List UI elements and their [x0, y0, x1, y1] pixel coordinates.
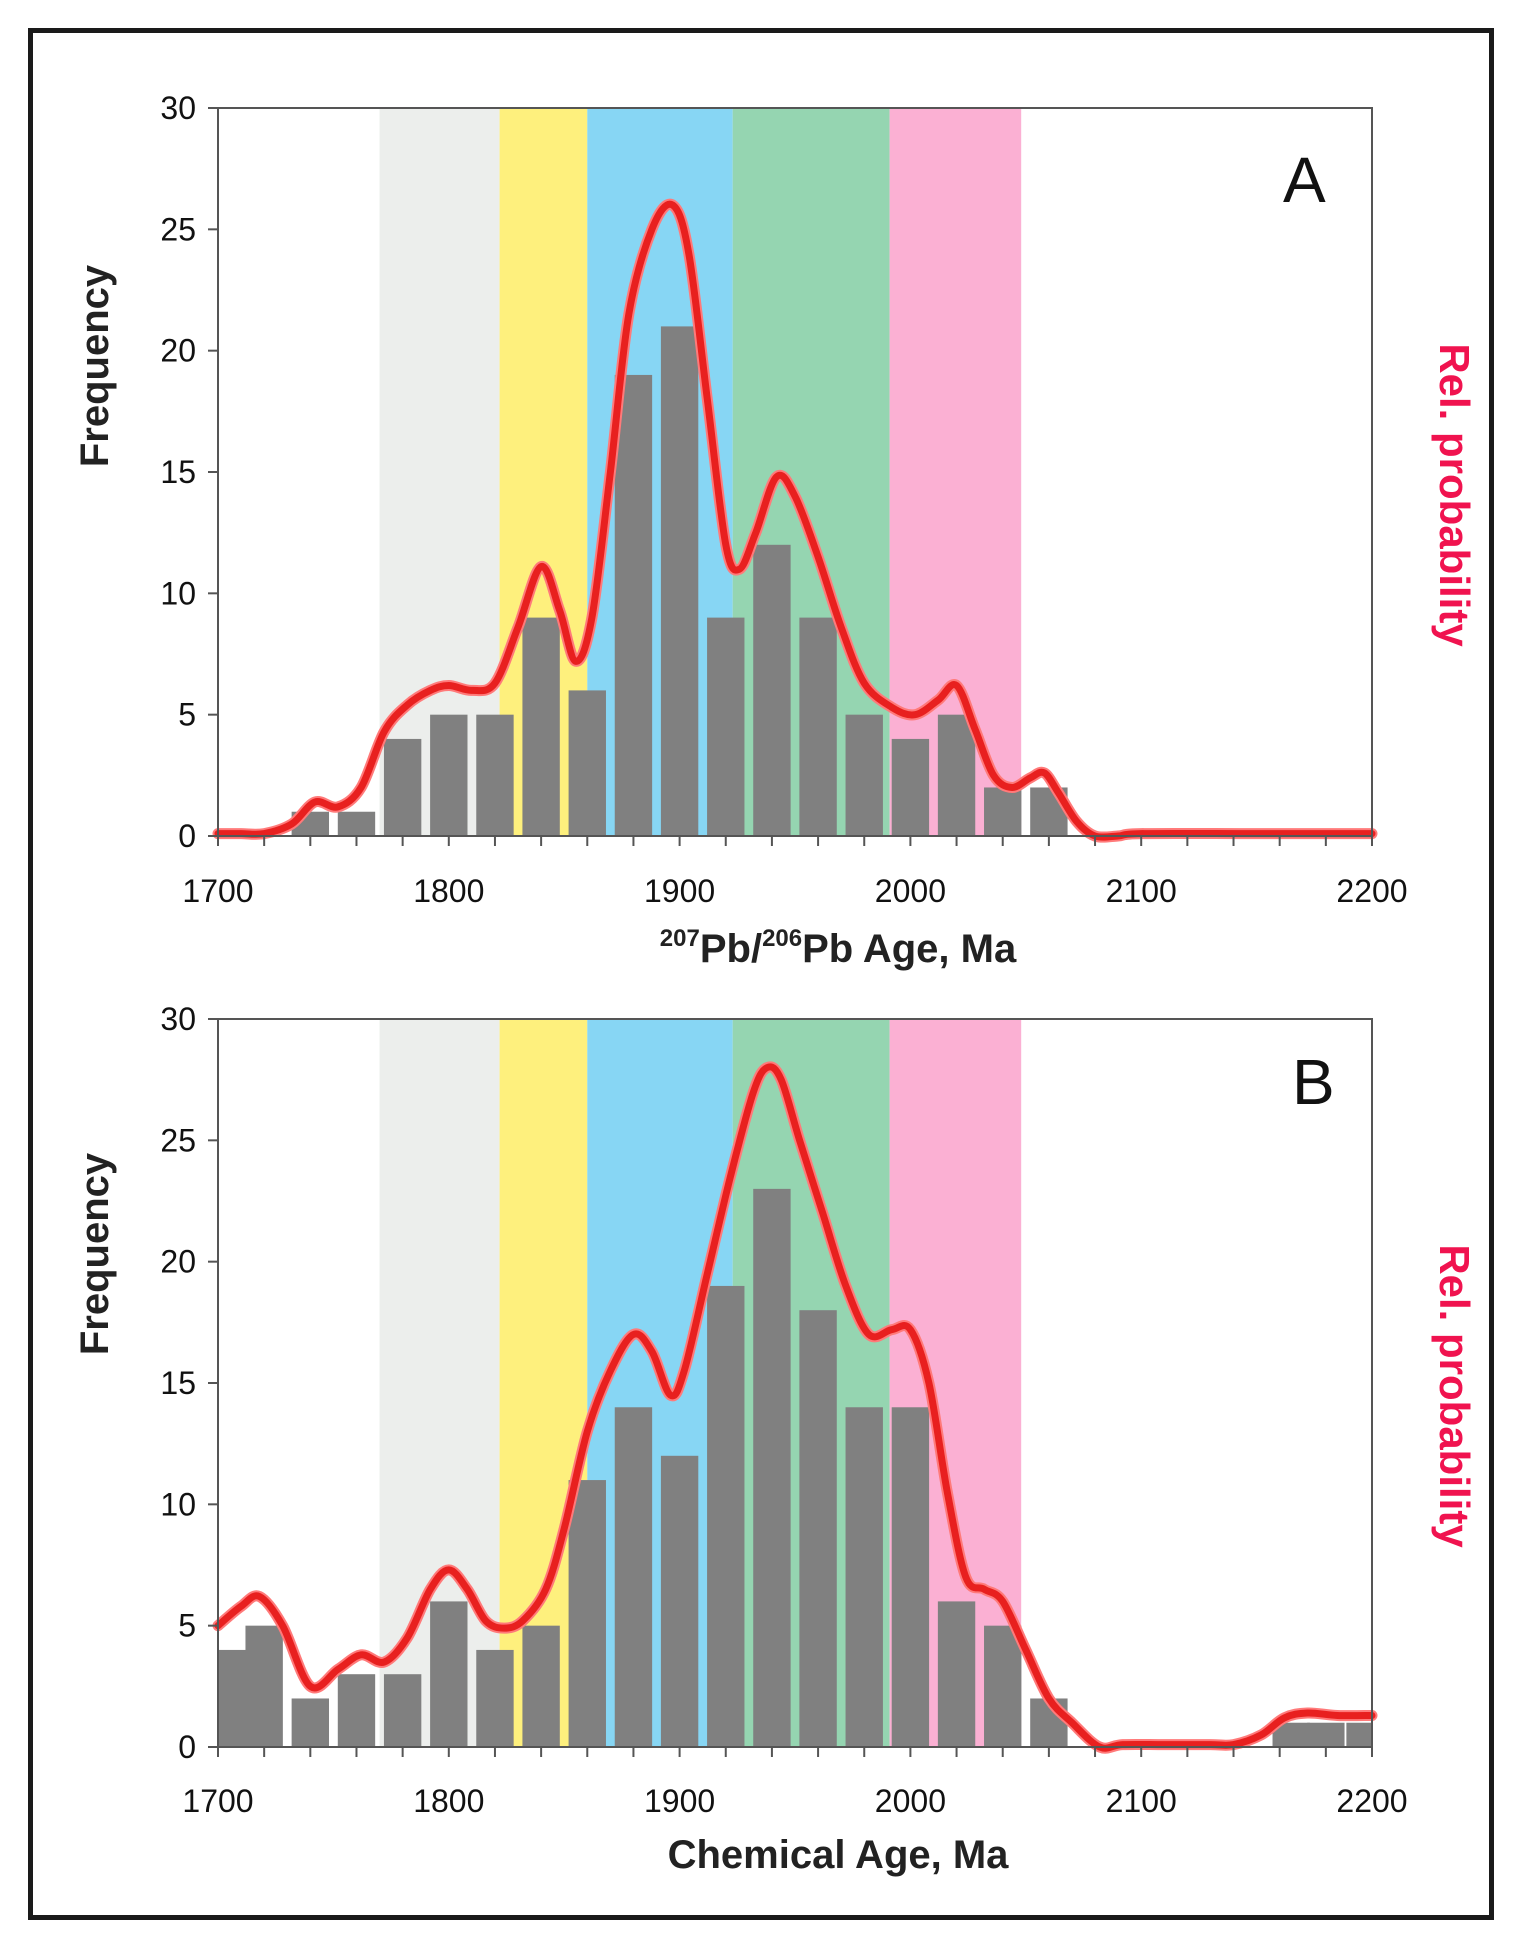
panel-a-ytick-label-0: 0: [178, 818, 196, 854]
panel-b-xtick-label-0: 1700: [182, 1783, 253, 1819]
panel-b-ytick-label-3: 15: [160, 1365, 196, 1401]
panel-a-ytick-label-4: 20: [160, 333, 196, 369]
panel-b-bars: [218, 1188, 1372, 1747]
panel-b: 0 5 10 15 20 25 30 1700 1800 1900 2000 2100 2200 B F…: [73, 1001, 1478, 1877]
panel-b-ytick-label-4: 20: [160, 1244, 196, 1280]
panel-b-bar-21: [1346, 1722, 1372, 1747]
panel-a-xlabel-mid: Pb/: [700, 927, 762, 971]
panel-a-ytick-label-3: 15: [160, 454, 196, 490]
panel-b-bar-8: [568, 1480, 606, 1747]
panel-a-ytick-label-6: 30: [160, 90, 196, 126]
panel-b-bar-14: [845, 1407, 883, 1747]
panel-a-xlabel-rest: Pb Age, Ma: [802, 927, 1017, 971]
panel-b-bar-10: [660, 1455, 699, 1747]
panel-a-bar-11: [799, 617, 837, 836]
panel-a-bar-9: [707, 617, 745, 836]
panel-a-letter: A: [1283, 144, 1326, 216]
panel-b-bar-12: [753, 1188, 791, 1747]
panel-b-bar-13: [799, 1310, 837, 1747]
panel-b-bar-17: [984, 1625, 1022, 1747]
panel-a: 0 5 10 15 20 25 30 1700 1800 1900 2000 2100 2200 A F…: [73, 90, 1478, 971]
panel-b-xtick-label-2: 1900: [644, 1783, 715, 1819]
panel-a-xtick-label-4: 2100: [1106, 873, 1177, 909]
panel-b-ylabel: Frequency: [73, 1152, 117, 1355]
panel-b-bar-6: [476, 1649, 514, 1747]
panel-a-curve-line: [214, 200, 1376, 841]
panel-a-bar-6: [568, 690, 606, 836]
panel-a-bar-5: [522, 617, 560, 836]
panel-b-ytick-label-2: 10: [160, 1486, 196, 1522]
panel-a-bar-15: [984, 787, 1022, 836]
panel-b-ytick-label-6: 30: [160, 1001, 196, 1037]
panel-a-ticks: 0 5 10 15 20 25 30 1700 1800 1900 2000 2100 2200: [160, 90, 1407, 909]
panel-a-bar-8: [660, 326, 699, 836]
panel-b-bar-1: [245, 1625, 283, 1747]
panel-a-bar-1: [337, 811, 376, 836]
panel-a-xlabel: 207Pb/206Pb Age, Ma: [660, 925, 1017, 971]
panel-a-bar-10: [753, 544, 791, 836]
panel-b-bar-20: [1307, 1722, 1345, 1747]
panel-a-xtick-label-1: 1800: [413, 873, 484, 909]
panel-a-bar-3: [430, 714, 468, 836]
panel-a-xlabel-sup1: 207: [660, 925, 700, 952]
panel-a-ytick-label-1: 5: [178, 697, 196, 733]
panel-a-bar-7: [614, 374, 653, 836]
panel-a-bar-14: [937, 714, 976, 836]
panel-a-bands: [379, 108, 1022, 836]
panel-b-bar-7: [522, 1625, 560, 1747]
panel-b-ticks: 0 5 10 15 20 25 30 1700 1800 1900 2000 2100 2200: [160, 1001, 1407, 1819]
panel-b-bar-9: [614, 1407, 653, 1747]
panel-a-xtick-label-3: 2000: [875, 873, 946, 909]
panel-b-xtick-label-4: 2100: [1106, 1783, 1177, 1819]
panel-a-xlabel-sup2: 206: [762, 925, 802, 952]
panel-a-ytick-label-2: 10: [160, 575, 196, 611]
panel-b-bar-3: [337, 1674, 376, 1747]
panel-b-letter: B: [1292, 1046, 1335, 1118]
panel-a-xtick-label-2: 1900: [644, 873, 715, 909]
panel-a-xtick-label-5: 2200: [1336, 873, 1407, 909]
panel-b-y2label: Rel. probability: [1431, 1244, 1478, 1548]
panel-b-ytick-label-5: 25: [160, 1122, 196, 1158]
figure-frame: [28, 28, 1494, 1920]
panel-a-bar-13: [891, 738, 930, 836]
panel-a-bar-12: [845, 714, 883, 836]
panel-b-xtick-label-5: 2200: [1336, 1783, 1407, 1819]
panel-a-curve: [212, 198, 1378, 843]
panel-a-bars: [291, 326, 1068, 836]
panel-a-ylabel: Frequency: [73, 264, 117, 467]
panel-b-bar-2: [291, 1698, 330, 1747]
panel-b-bar-16: [937, 1601, 976, 1747]
panel-b-xtick-label-1: 1800: [413, 1783, 484, 1819]
panel-b-bar-4: [383, 1674, 422, 1747]
panel-a-ytick-label-5: 25: [160, 211, 196, 247]
panel-b-bar-5: [430, 1601, 468, 1747]
panel-b-bar-11: [707, 1285, 745, 1747]
panel-a-xtick-label-0: 1700: [182, 873, 253, 909]
panel-b-bar-15: [891, 1407, 930, 1747]
panel-a-y2label: Rel. probability: [1431, 343, 1478, 647]
panel-b-ytick-label-0: 0: [178, 1729, 196, 1765]
panel-a-bar-4: [476, 714, 514, 836]
panel-b-bar-0: [218, 1649, 249, 1747]
panel-a-bar-2: [383, 738, 422, 836]
panel-b-xtick-label-3: 2000: [875, 1783, 946, 1819]
panel-b-ytick-label-1: 5: [178, 1608, 196, 1644]
panel-b-xlabel: Chemical Age, Ma: [668, 1833, 1010, 1877]
